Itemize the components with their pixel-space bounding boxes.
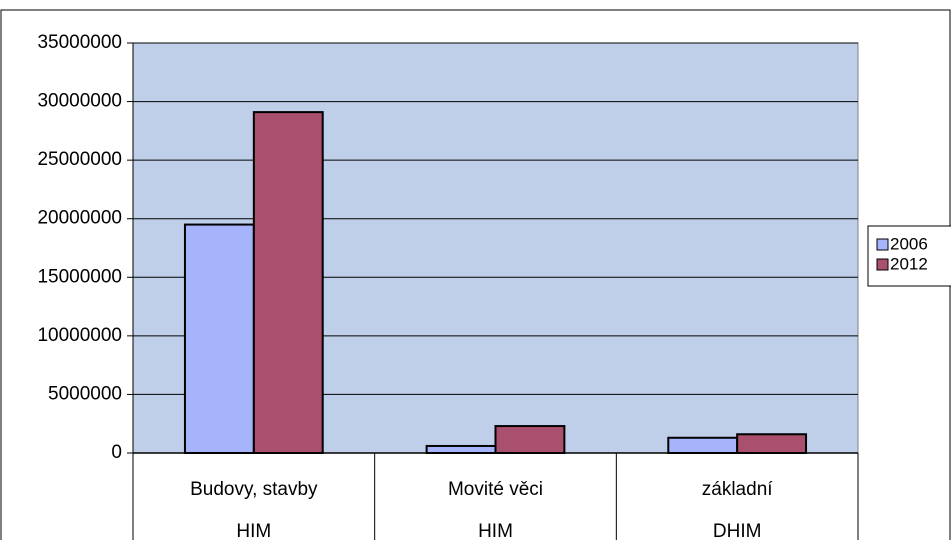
y-tick-label: 10000000 [37,325,122,346]
y-tick-label: 15000000 [37,266,122,287]
bar [252,111,324,454]
bar [183,223,255,454]
x-tick-label: HIM [236,521,271,540]
x-tick-label: DHIM [713,521,762,540]
y-tick-label: 30000000 [37,91,122,112]
legend-label: 2006 [890,234,928,253]
y-tick-label: 35000000 [37,32,122,53]
bar [425,444,497,455]
legend-swatch [876,258,889,271]
legend-box [867,225,951,287]
legend-swatch [876,238,889,251]
x-tick-label: HIM [478,521,513,540]
legend-label: 2012 [890,254,928,273]
y-tick-label: 0 [111,442,122,463]
y-tick-label: 25000000 [37,149,122,170]
x-tick-label: základní [702,479,773,500]
bar [736,433,808,454]
x-tick-label: Movité věci [448,479,543,500]
y-tick-label: 20000000 [37,208,122,229]
bar [667,436,739,454]
bar [494,425,566,454]
x-tick-label: Budovy, stavby [190,479,318,500]
y-tick-label: 5000000 [48,383,122,404]
